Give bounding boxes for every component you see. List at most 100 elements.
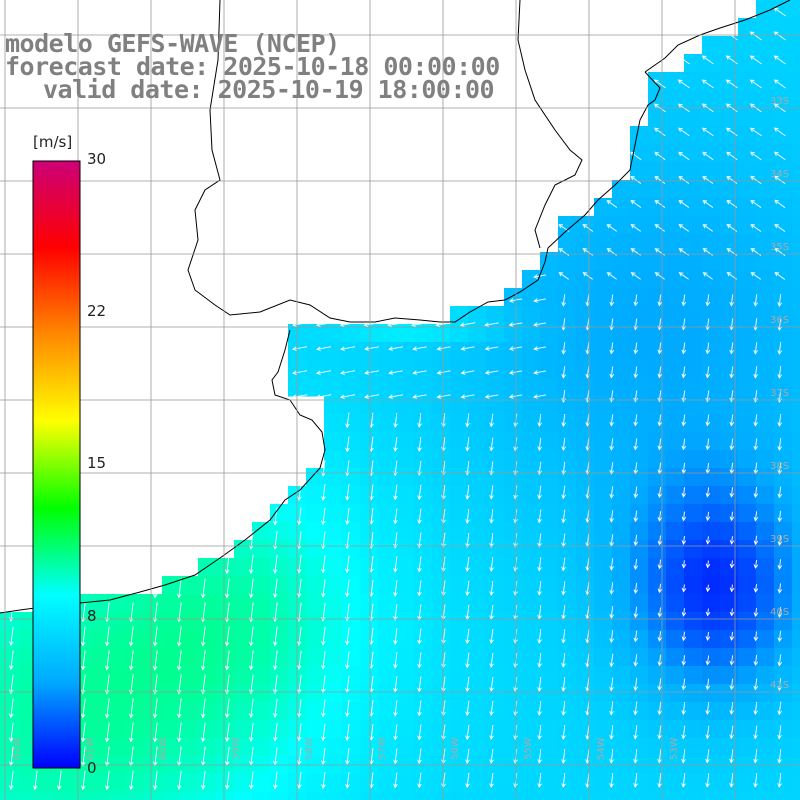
wind-speed-cell bbox=[432, 378, 451, 397]
wind-speed-cell bbox=[594, 612, 613, 631]
wind-speed-cell bbox=[756, 180, 775, 199]
wind-arrow bbox=[633, 749, 638, 764]
wind-speed-cell bbox=[504, 540, 523, 559]
wind-arrow bbox=[104, 626, 110, 647]
wind-speed-cell bbox=[666, 486, 685, 505]
wind-speed-cell bbox=[756, 324, 775, 343]
wind-speed-cell bbox=[648, 342, 667, 361]
wind-arrow bbox=[484, 370, 499, 375]
wind-speed-cell bbox=[666, 378, 685, 397]
wind-speed-cell bbox=[558, 378, 577, 397]
wind-speed-cell bbox=[702, 594, 721, 613]
colorbar-unit: [m/s] bbox=[33, 133, 73, 151]
wind-speed-cell bbox=[270, 702, 289, 721]
wind-speed-cell bbox=[270, 738, 289, 757]
wind-speed-cell bbox=[702, 630, 721, 649]
wind-speed-cell bbox=[342, 648, 361, 667]
wind-speed-cell bbox=[720, 144, 739, 163]
wind-speed-cell bbox=[324, 558, 343, 577]
wind-speed-cell bbox=[360, 738, 379, 757]
wind-speed-cell bbox=[432, 612, 451, 631]
wind-speed-cell bbox=[72, 774, 91, 793]
wind-speed-cell bbox=[378, 576, 397, 595]
wind-speed-cell bbox=[702, 432, 721, 451]
wind-arrow bbox=[609, 772, 614, 788]
wind-speed-cell bbox=[306, 738, 325, 757]
wind-speed-cell bbox=[612, 648, 631, 667]
wind-arrow bbox=[777, 630, 783, 643]
wind-speed-cell bbox=[666, 630, 685, 649]
wind-arrow bbox=[777, 559, 783, 570]
wind-speed-cell bbox=[738, 234, 757, 253]
wind-arrow bbox=[677, 55, 690, 65]
wind-speed-cell bbox=[252, 522, 271, 541]
wind-speed-cell bbox=[342, 594, 361, 613]
wind-speed-cell bbox=[576, 666, 595, 685]
latitude-label: 39S bbox=[770, 534, 789, 545]
wind-speed-cell bbox=[558, 288, 577, 307]
wind-arrow bbox=[411, 322, 429, 328]
wind-speed-cell bbox=[396, 720, 415, 739]
wind-speed-cell bbox=[540, 558, 559, 577]
wind-arrow bbox=[249, 771, 254, 790]
wind-speed-cell bbox=[792, 360, 800, 379]
wind-speed-cell bbox=[252, 684, 271, 703]
wind-arrow bbox=[537, 485, 542, 500]
wind-arrow bbox=[773, 55, 786, 65]
wind-speed-cell bbox=[378, 774, 397, 793]
wind-speed-cell bbox=[342, 684, 361, 703]
wind-speed-cell bbox=[450, 630, 469, 649]
wind-speed-cell bbox=[450, 612, 469, 631]
wind-speed-cell bbox=[792, 126, 800, 145]
wind-speed-cell bbox=[468, 648, 487, 667]
wind-speed-cell bbox=[774, 504, 793, 523]
wind-speed-cell bbox=[774, 666, 793, 685]
wind-speed-cell bbox=[216, 792, 235, 800]
wind-speed-cell bbox=[630, 630, 649, 649]
wind-speed-cell bbox=[396, 540, 415, 559]
wind-speed-cell bbox=[738, 342, 757, 361]
wind-arrow bbox=[609, 749, 614, 764]
wind-speed-cell bbox=[306, 666, 325, 685]
longitude-label: 55W bbox=[523, 737, 534, 760]
wind-speed-cell bbox=[738, 540, 757, 559]
wind-arrow bbox=[657, 725, 662, 740]
wind-speed-cell bbox=[468, 378, 487, 397]
wind-arrow bbox=[321, 723, 326, 742]
wind-speed-cell bbox=[612, 738, 631, 757]
wind-arrow bbox=[681, 608, 687, 617]
wind-speed-cell bbox=[558, 234, 577, 253]
wind-speed-cell bbox=[378, 522, 397, 541]
wind-speed-cell bbox=[558, 774, 577, 793]
wind-arrow bbox=[80, 698, 86, 719]
wind-arrow bbox=[387, 322, 405, 328]
wind-speed-cell bbox=[594, 378, 613, 397]
wind-speed-cell bbox=[774, 720, 793, 739]
wind-speed-cell bbox=[558, 738, 577, 757]
wind-speed-cell bbox=[648, 414, 667, 433]
wind-speed-cell bbox=[486, 612, 505, 631]
wind-speed-cell bbox=[612, 396, 631, 415]
wind-speed-cell bbox=[684, 270, 703, 289]
wind-speed-cell bbox=[702, 36, 721, 55]
wind-speed-cell bbox=[396, 414, 415, 433]
wind-speed-cell bbox=[702, 738, 721, 757]
wind-arrow bbox=[460, 346, 475, 351]
wind-speed-cell bbox=[108, 630, 127, 649]
wind-speed-cell bbox=[648, 576, 667, 595]
wind-arrow bbox=[777, 607, 783, 618]
wind-arrow bbox=[633, 558, 639, 571]
wind-arrow bbox=[678, 175, 690, 184]
wind-arrow bbox=[316, 346, 332, 351]
wind-speed-cell bbox=[630, 576, 649, 595]
model-title: modelo GEFS-WAVE (NCEP) bbox=[5, 29, 340, 58]
wind-arrow bbox=[393, 436, 398, 453]
wind-arrow bbox=[681, 701, 686, 715]
wind-speed-cell bbox=[540, 414, 559, 433]
wind-speed-cell bbox=[468, 666, 487, 685]
wind-speed-cell bbox=[450, 576, 469, 595]
wind-speed-cell bbox=[180, 684, 199, 703]
wind-arrow bbox=[465, 772, 470, 789]
wind-speed-cell bbox=[756, 450, 775, 469]
wind-speed-cell bbox=[594, 648, 613, 667]
